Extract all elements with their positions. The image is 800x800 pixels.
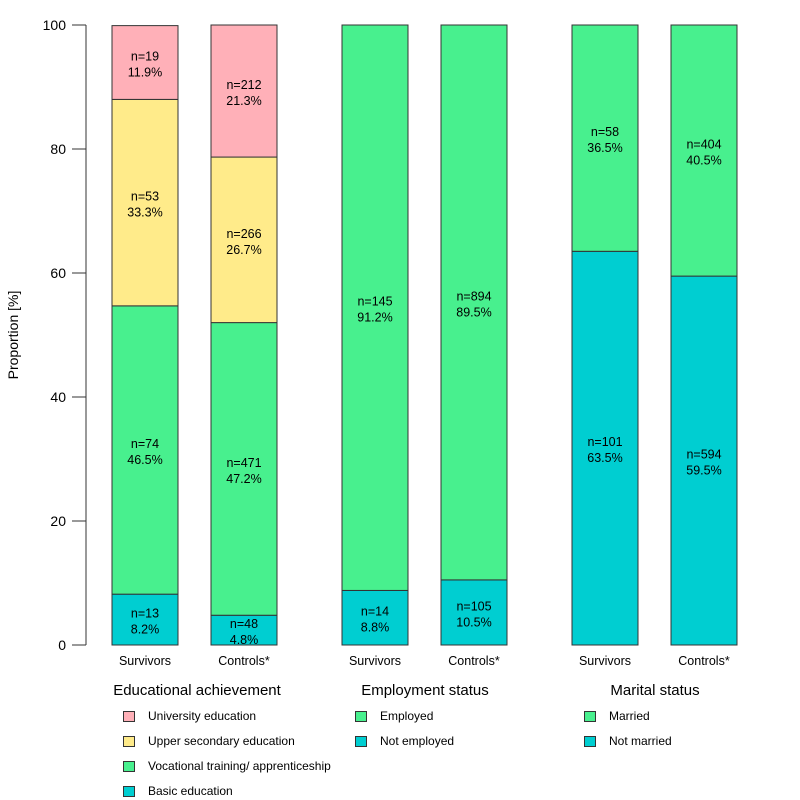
data-label-n: n=145 bbox=[357, 295, 392, 309]
data-label-n: n=894 bbox=[456, 289, 491, 303]
legend-label: Employed bbox=[380, 709, 434, 723]
data-label-pct: 8.2% bbox=[131, 623, 160, 637]
data-label-n: n=404 bbox=[686, 138, 721, 152]
data-label-pct: 40.5% bbox=[686, 154, 721, 168]
bar-segment bbox=[440, 24, 508, 581]
data-label-pct: 46.5% bbox=[127, 453, 162, 467]
legend-swatch bbox=[123, 735, 135, 747]
data-label-n: n=19 bbox=[131, 50, 159, 64]
bar-segment bbox=[111, 305, 179, 595]
y-tick-label: 80 bbox=[50, 141, 66, 157]
legend-label: University education bbox=[148, 709, 257, 723]
bar-segment bbox=[111, 593, 179, 646]
data-label-pct: 63.5% bbox=[587, 451, 622, 465]
legend-swatch bbox=[584, 735, 596, 747]
data-label-pct: 59.5% bbox=[686, 464, 721, 478]
data-label-n: n=14 bbox=[361, 605, 389, 619]
data-label-pct: 26.7% bbox=[226, 243, 261, 257]
data-label-pct: 91.2% bbox=[357, 311, 392, 325]
data-label-n: n=53 bbox=[131, 190, 159, 204]
bar-segment bbox=[111, 98, 179, 307]
bar-segment bbox=[571, 24, 639, 252]
data-label-n: n=48 bbox=[230, 617, 258, 631]
legend-label: Basic education bbox=[148, 784, 233, 798]
legend-item: University education bbox=[123, 709, 256, 723]
data-label-pct: 21.3% bbox=[226, 94, 261, 108]
y-tick-label: 60 bbox=[50, 265, 66, 281]
legend-label: Vocational training/ apprenticeship bbox=[148, 759, 331, 773]
bar-segment bbox=[670, 275, 738, 646]
legend-label: Married bbox=[609, 709, 650, 723]
legend-swatch bbox=[123, 760, 135, 772]
legend-item: Employed bbox=[355, 709, 433, 723]
legend-swatch bbox=[355, 735, 367, 747]
data-label-pct: 4.8% bbox=[230, 633, 259, 647]
data-label-n: n=594 bbox=[686, 448, 721, 462]
data-label-n: n=212 bbox=[226, 78, 261, 92]
bar-segment bbox=[440, 579, 508, 646]
bar-segment bbox=[210, 156, 278, 324]
data-label-pct: 36.5% bbox=[587, 141, 622, 155]
x-tick-label: Controls* bbox=[218, 654, 270, 668]
y-axis-label: Proportion [%] bbox=[5, 291, 21, 380]
legend-item: Not married bbox=[584, 734, 672, 748]
legend-item: Basic education bbox=[123, 784, 233, 798]
data-label-n: n=266 bbox=[226, 227, 261, 241]
legend-item: Not employed bbox=[355, 734, 454, 748]
legend-title: Employment status bbox=[361, 682, 489, 699]
legend-title: Marital status bbox=[610, 682, 700, 699]
x-tick-label: Controls* bbox=[678, 654, 730, 668]
legend-label: Not married bbox=[609, 734, 672, 748]
bar-segment bbox=[571, 250, 639, 646]
data-label-n: n=74 bbox=[131, 437, 159, 451]
data-label-pct: 89.5% bbox=[456, 305, 491, 319]
data-label-pct: 47.2% bbox=[226, 472, 261, 486]
y-tick-label: 0 bbox=[58, 637, 66, 653]
y-tick-label: 100 bbox=[43, 17, 67, 33]
legend-label: Not employed bbox=[380, 734, 455, 748]
data-label-n: n=471 bbox=[226, 456, 261, 470]
legend-swatch bbox=[355, 710, 367, 722]
data-label-pct: 10.5% bbox=[456, 615, 491, 629]
legend-label: Upper secondary education bbox=[148, 734, 295, 748]
legend-title: Educational achievement bbox=[113, 682, 281, 699]
data-label-pct: 8.8% bbox=[361, 621, 390, 635]
data-label-pct: 33.3% bbox=[127, 206, 162, 220]
bar-segment bbox=[210, 614, 278, 646]
legend-item: Vocational training/ apprenticeship bbox=[123, 759, 331, 773]
bar-segment bbox=[111, 25, 179, 100]
bar-segment bbox=[210, 322, 278, 616]
data-label-n: n=13 bbox=[131, 607, 159, 621]
x-tick-label: Survivors bbox=[579, 654, 631, 668]
data-label-n: n=58 bbox=[591, 125, 619, 139]
bar-segment bbox=[670, 24, 738, 277]
x-tick-label: Controls* bbox=[448, 654, 500, 668]
legend-swatch bbox=[123, 710, 135, 722]
y-tick-label: 40 bbox=[50, 389, 66, 405]
data-label-n: n=101 bbox=[587, 435, 622, 449]
y-tick-label: 20 bbox=[50, 513, 66, 529]
data-label-n: n=105 bbox=[456, 599, 491, 613]
x-tick-label: Survivors bbox=[349, 654, 401, 668]
legend-swatch bbox=[584, 710, 596, 722]
legend-swatch bbox=[123, 785, 135, 797]
legend-item: Upper secondary education bbox=[123, 734, 295, 748]
bar-segment bbox=[341, 589, 409, 646]
x-tick-label: Survivors bbox=[119, 654, 171, 668]
bar-segment bbox=[210, 24, 278, 158]
bar-segment bbox=[341, 24, 409, 591]
legend-item: Married bbox=[584, 709, 650, 723]
data-label-pct: 11.9% bbox=[128, 66, 163, 80]
